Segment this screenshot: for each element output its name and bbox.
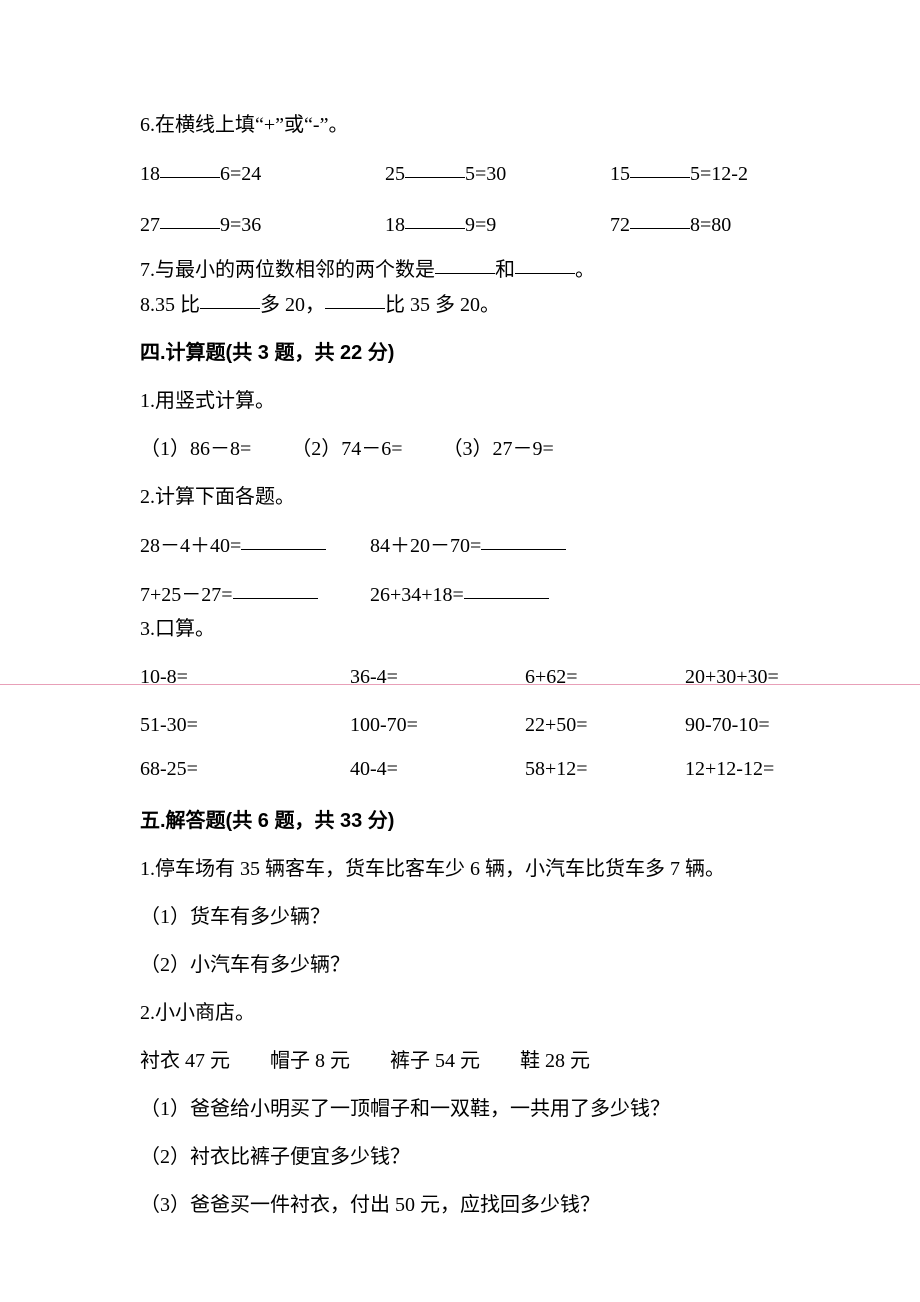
expr: 100-70=	[350, 710, 525, 740]
text: 18	[385, 214, 405, 236]
text: 15	[610, 163, 630, 185]
text: 5=30	[465, 163, 506, 185]
text: 7.与最小的两位数相邻的两个数是	[140, 259, 435, 281]
fill-blank[interactable]	[464, 577, 549, 599]
q6-r2c1: 27 9=36	[140, 209, 385, 240]
s4q2-prompt: 2.计算下面各题。	[140, 482, 790, 512]
text: 26+34+18=	[370, 584, 464, 606]
expr: 26+34+18=	[370, 579, 549, 610]
expr: 6+62=	[525, 662, 685, 692]
fill-blank[interactable]	[481, 528, 566, 550]
section5-heading: 五.解答题(共 6 题，共 33 分)	[140, 806, 790, 836]
s5q2-prompt: 2.小小商店。	[140, 998, 790, 1028]
fill-blank[interactable]	[435, 252, 495, 274]
expr: 7+25－27=	[140, 579, 370, 610]
expr: 10-8=	[140, 662, 350, 692]
text: 比 35 多 20。	[385, 294, 500, 316]
text: 25	[385, 163, 405, 185]
text: 多 20，	[260, 294, 325, 316]
section4-heading: 四.计算题(共 3 题，共 22 分)	[140, 338, 790, 368]
expr: 84＋20－70=	[370, 530, 600, 561]
s4q2-row2: 7+25－27= 26+34+18=	[140, 579, 790, 610]
expr: 28－4＋40=	[140, 530, 370, 561]
s5q2-sub1: （1）爸爸给小明买了一顶帽子和一双鞋，一共用了多少钱？	[140, 1094, 790, 1124]
text: 7+25－27=	[140, 584, 233, 606]
s4q2-row1: 28－4＋40= 84＋20－70=	[140, 530, 790, 561]
text: 和	[495, 259, 515, 281]
q6-prompt: 6.在横线上填“+”或“-”。	[140, 110, 790, 140]
item: （1）86－8=	[140, 438, 251, 460]
q6-r1c3: 15 5=12-2	[610, 158, 748, 189]
s5q1-sub1: （1）货车有多少辆？	[140, 902, 790, 932]
s4q1-items: （1）86－8= （2）74－6= （3）27－9=	[140, 434, 790, 464]
q6-row-1: 18 6=24 25 5=30 15 5=12-2	[140, 158, 790, 189]
fill-blank[interactable]	[325, 287, 385, 309]
text: 72	[610, 214, 630, 236]
text: 84＋20－70=	[370, 535, 481, 557]
s5q1-prompt: 1.停车场有 35 辆客车，货车比客车少 6 辆，小汽车比货车多 7 辆。	[140, 854, 790, 884]
s4q3-row3: 68-25= 40-4= 58+12= 12+12-12=	[140, 754, 790, 784]
horizontal-rule	[0, 684, 920, 685]
text: 8.35 比	[140, 294, 200, 316]
s4q3-row1: 10-8= 36-4= 6+62= 20+30+30=	[140, 662, 790, 692]
expr: 90-70-10=	[685, 710, 770, 740]
text: 18	[140, 163, 160, 185]
q6-r2c2: 18 9=9	[385, 209, 610, 240]
expr: 12+12-12=	[685, 754, 774, 784]
text: 8=80	[690, 214, 731, 236]
fill-blank[interactable]	[160, 156, 220, 178]
s4q1-prompt: 1.用竖式计算。	[140, 386, 790, 416]
s4q3-row2: 51-30= 100-70= 22+50= 90-70-10=	[140, 710, 790, 740]
text: 。	[575, 259, 595, 281]
expr: 51-30=	[140, 710, 350, 740]
expr: 36-4=	[350, 662, 525, 692]
s5q2-sub2: （2）衬衣比裤子便宜多少钱？	[140, 1142, 790, 1172]
expr: 22+50=	[525, 710, 685, 740]
text: 5=12-2	[690, 163, 748, 185]
text: 28－4＋40=	[140, 535, 241, 557]
fill-blank[interactable]	[630, 207, 690, 229]
item: （2）74－6=	[291, 438, 402, 460]
q6-row-2: 27 9=36 18 9=9 72 8=80	[140, 209, 790, 240]
fill-blank[interactable]	[241, 528, 326, 550]
item: （3）27－9=	[443, 438, 554, 460]
text: 6=24	[220, 163, 261, 185]
s5q1-sub2: （2）小汽车有多少辆？	[140, 950, 790, 980]
q6-r2c3: 72 8=80	[610, 209, 731, 240]
s4q3-prompt: 3.口算。	[140, 614, 790, 644]
expr: 20+30+30=	[685, 662, 779, 692]
text: 27	[140, 214, 160, 236]
expr: 40-4=	[350, 754, 525, 784]
text: 9=9	[465, 214, 496, 236]
q6-r1c2: 25 5=30	[385, 158, 610, 189]
fill-blank[interactable]	[515, 252, 575, 274]
text: 9=36	[220, 214, 261, 236]
s5q2-items: 衬衣 47 元 帽子 8 元 裤子 54 元 鞋 28 元	[140, 1046, 790, 1076]
fill-blank[interactable]	[200, 287, 260, 309]
fill-blank[interactable]	[233, 577, 318, 599]
expr: 58+12=	[525, 754, 685, 784]
q7-line: 7.与最小的两位数相邻的两个数是 和 。	[140, 254, 790, 285]
fill-blank[interactable]	[630, 156, 690, 178]
document-page: 6.在横线上填“+”或“-”。 18 6=24 25 5=30 15 5=12-2 2…	[0, 0, 920, 1302]
q8-line: 8.35 比 多 20， 比 35 多 20。	[140, 289, 790, 320]
fill-blank[interactable]	[405, 207, 465, 229]
s5q2-sub3: （3）爸爸买一件衬衣，付出 50 元，应找回多少钱？	[140, 1190, 790, 1220]
fill-blank[interactable]	[405, 156, 465, 178]
fill-blank[interactable]	[160, 207, 220, 229]
q6-r1c1: 18 6=24	[140, 158, 385, 189]
expr: 68-25=	[140, 754, 350, 784]
